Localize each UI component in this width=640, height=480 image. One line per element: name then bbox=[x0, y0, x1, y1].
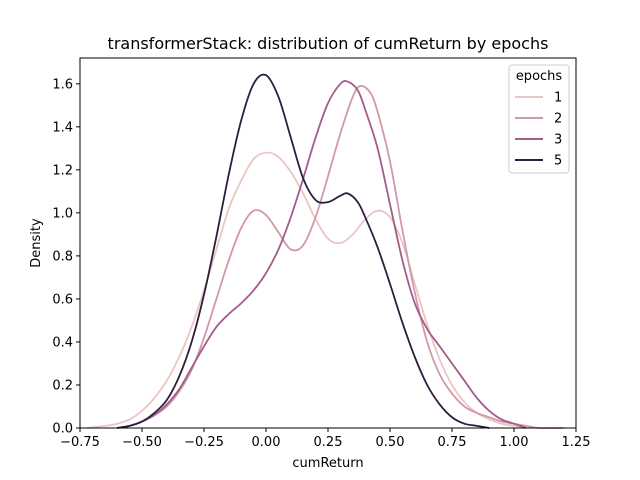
density-curve-epochs-5 bbox=[117, 73, 490, 429]
x-axis-ticks: −0.75 −0.50 −0.25 0.00 0.25 0.50 0.75 1.00 1.25 bbox=[60, 428, 590, 450]
x-tick-label: 0.75 bbox=[438, 435, 467, 450]
density-curve-epochs-3 bbox=[117, 80, 527, 429]
x-tick-label: −0.50 bbox=[122, 435, 162, 450]
legend-label-epochs-3: 3 bbox=[554, 133, 562, 148]
y-tick-label: 1.6 bbox=[52, 77, 73, 92]
y-axis-label: Density bbox=[29, 218, 44, 268]
y-tick-label: 1.4 bbox=[52, 120, 73, 135]
y-tick-label: 0.8 bbox=[52, 249, 73, 264]
y-axis-ticks: 0.0 0.2 0.4 0.6 0.8 1.0 1.2 1.4 1.6 bbox=[52, 77, 80, 437]
y-tick-label: 1.0 bbox=[52, 206, 73, 221]
legend: epochs 1 2 3 5 bbox=[508, 64, 570, 174]
y-tick-label: 0.2 bbox=[52, 378, 73, 393]
y-tick-label: 0.4 bbox=[52, 335, 73, 350]
density-curve-epochs-2 bbox=[117, 84, 564, 430]
legend-title: epochs bbox=[516, 69, 563, 84]
x-tick-label: 0.25 bbox=[314, 435, 343, 450]
y-tick-label: 0.0 bbox=[52, 422, 73, 437]
y-tick-label: 0.6 bbox=[52, 292, 73, 307]
legend-items: 1 2 3 5 bbox=[515, 91, 562, 169]
legend-label-epochs-1: 1 bbox=[554, 91, 562, 106]
legend-label-epochs-5: 5 bbox=[554, 154, 562, 169]
x-tick-label: 1.00 bbox=[500, 435, 529, 450]
density-curve-epochs-1 bbox=[87, 151, 527, 429]
x-tick-label: 0.00 bbox=[252, 435, 281, 450]
x-tick-label: −0.75 bbox=[60, 435, 100, 450]
chart-title: transformerStack: distribution of cumRet… bbox=[108, 34, 549, 53]
legend-label-epochs-2: 2 bbox=[554, 112, 562, 127]
plot-area bbox=[79, 57, 577, 430]
x-axis-label: cumReturn bbox=[292, 456, 363, 471]
y-tick-label: 1.2 bbox=[52, 163, 73, 178]
density-curves bbox=[87, 73, 564, 430]
x-tick-label: −0.25 bbox=[184, 435, 224, 450]
x-tick-label: 1.25 bbox=[562, 435, 591, 450]
x-tick-label: 0.50 bbox=[376, 435, 405, 450]
